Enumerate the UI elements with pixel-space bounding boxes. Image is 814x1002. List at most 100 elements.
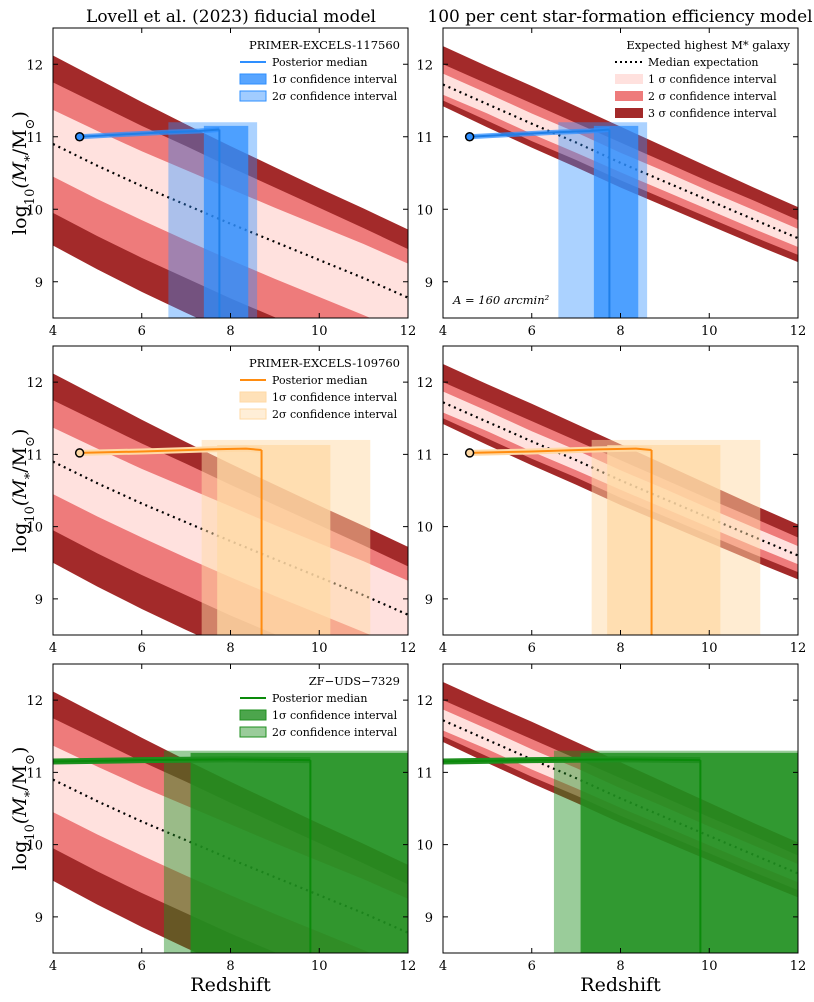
x-tick-label: 10 bbox=[311, 641, 328, 656]
legend: Expected highest M* galaxy Median expecta… bbox=[615, 38, 790, 120]
x-tick-label: 8 bbox=[226, 324, 234, 339]
y-tick-label: 10 bbox=[416, 521, 433, 536]
y-axis-label-part: ⊙ bbox=[23, 119, 38, 130]
legend: ZF−UDS−7329 Posterior median 1σ confidence… bbox=[239, 674, 400, 739]
y-tick-label: 9 bbox=[35, 911, 43, 926]
y-tick-label: 9 bbox=[35, 276, 43, 291]
x-tick-label: 10 bbox=[701, 959, 718, 974]
posterior-median-track bbox=[469, 447, 652, 454]
x-tick-label: 4 bbox=[49, 324, 57, 339]
legend-swatch-ci bbox=[239, 391, 267, 403]
x-tick-label: 10 bbox=[701, 324, 718, 339]
y-axis-label-part: 10 bbox=[23, 189, 38, 206]
legend-label: Posterior median bbox=[272, 374, 367, 387]
x-tick-label: 6 bbox=[138, 641, 146, 656]
y-tick-label: 11 bbox=[26, 766, 43, 781]
legend-swatch-ci bbox=[239, 73, 267, 85]
legend-swatch-ci bbox=[239, 726, 267, 738]
y-axis-label: log10(M*/M⊙) bbox=[9, 747, 38, 871]
y-axis-label-part: (M bbox=[9, 161, 31, 188]
posterior-median-track bbox=[53, 758, 311, 763]
x-tick-label: 6 bbox=[528, 324, 536, 339]
x-axis-label: Redshift bbox=[580, 974, 661, 996]
x-tick-label: 4 bbox=[439, 324, 447, 339]
posterior-median-track bbox=[79, 128, 220, 138]
panel-row2-left: 4 6 8 10 129101112log10(M*/M⊙)PRIMER-EXCELS-… bbox=[9, 345, 416, 656]
legend-swatch-band bbox=[615, 108, 643, 118]
y-tick-label: 11 bbox=[26, 131, 43, 146]
plot-area bbox=[53, 691, 408, 953]
posterior-1sigma-region bbox=[190, 752, 408, 953]
x-tick-label: 12 bbox=[400, 959, 417, 974]
x-tick-label: 4 bbox=[439, 641, 447, 656]
x-tick-label: 12 bbox=[790, 959, 807, 974]
x-tick-label: 8 bbox=[616, 959, 624, 974]
y-axis-label-part: * bbox=[23, 155, 38, 162]
area-annotation: A = 160 arcmin² bbox=[452, 293, 550, 307]
y-tick-label: 12 bbox=[416, 376, 433, 391]
y-axis-label-part: /M bbox=[9, 129, 31, 155]
y-tick-label: 10 bbox=[26, 521, 43, 536]
x-tick-label: 6 bbox=[528, 641, 536, 656]
start-marker bbox=[464, 448, 475, 458]
y-axis-label-part: /M bbox=[9, 765, 31, 791]
legend-label: 2σ confidence interval bbox=[272, 726, 398, 739]
legend-label: 1 σ confidence interval bbox=[648, 73, 777, 86]
y-tick-label: 10 bbox=[416, 839, 433, 854]
x-tick-label: 10 bbox=[311, 959, 328, 974]
x-tick-label: 6 bbox=[528, 959, 536, 974]
legend-title: PRIMER-EXCELS-109760 bbox=[249, 356, 400, 370]
legend-label: 2 σ confidence interval bbox=[648, 90, 777, 103]
y-tick-label: 11 bbox=[26, 448, 43, 463]
y-axis-label: log10(M*/M⊙) bbox=[9, 111, 38, 235]
legend-label: 1σ confidence interval bbox=[272, 709, 398, 722]
y-axis-label-part: 10 bbox=[23, 506, 38, 523]
y-tick-label: 12 bbox=[26, 58, 43, 73]
legend-label: 3 σ confidence interval bbox=[648, 107, 777, 120]
panel-row2-right: 4 6 8 10 12 9 10 11 12 bbox=[416, 345, 806, 656]
posterior-median-track bbox=[79, 447, 262, 454]
x-tick-label: 8 bbox=[616, 324, 624, 339]
start-marker bbox=[74, 448, 85, 458]
plot-area bbox=[443, 364, 798, 635]
x-tick-label: 4 bbox=[439, 959, 447, 974]
y-axis-label-part: * bbox=[23, 790, 38, 797]
y-tick-label: 12 bbox=[416, 58, 433, 73]
y-tick-label: 12 bbox=[416, 694, 433, 709]
legend-swatch-ci bbox=[239, 408, 267, 420]
y-tick-label: 9 bbox=[35, 593, 43, 608]
plot-area bbox=[443, 46, 798, 318]
y-tick-label: 9 bbox=[425, 276, 433, 291]
x-tick-label: 4 bbox=[49, 959, 57, 974]
x-tick-label: 8 bbox=[616, 641, 624, 656]
y-tick-label: 10 bbox=[26, 203, 43, 218]
legend-title: Expected highest M* galaxy bbox=[626, 38, 790, 52]
legend-swatch-ci bbox=[239, 709, 267, 721]
posterior-1sigma-region bbox=[217, 444, 331, 635]
legend-label: 2σ confidence interval bbox=[272, 90, 398, 103]
panel-row3-left: 4 6 8 10 129101112log10(M*/M⊙)RedshiftZF−UDS… bbox=[9, 663, 417, 996]
y-tick-label: 12 bbox=[26, 694, 43, 709]
plot-area bbox=[53, 373, 408, 635]
y-axis-label-part: (M bbox=[9, 479, 31, 506]
legend-swatch-band bbox=[615, 91, 643, 101]
y-axis-label: log10(M*/M⊙) bbox=[9, 429, 38, 553]
y-tick-label: 12 bbox=[26, 376, 43, 391]
legend-swatch-band bbox=[615, 74, 643, 84]
y-axis-label-part: ) bbox=[9, 111, 31, 118]
y-axis-label-part: log bbox=[9, 205, 31, 235]
posterior-1sigma-region bbox=[607, 444, 721, 635]
panels-group: 4 6 8 10 129101112log10(M*/M⊙)PRIMER-EXCELS-… bbox=[9, 27, 807, 996]
panel-row1-left: 4 6 8 10 129101112log10(M*/M⊙)PRIMER-EXCELS-… bbox=[9, 27, 416, 339]
y-axis-label-part: 10 bbox=[23, 824, 38, 841]
y-axis-label-part: * bbox=[23, 472, 38, 479]
y-tick-label: 10 bbox=[26, 839, 43, 854]
y-tick-label: 11 bbox=[416, 131, 433, 146]
y-tick-label: 11 bbox=[416, 766, 433, 781]
y-tick-label: 9 bbox=[425, 911, 433, 926]
legend: PRIMER-EXCELS-117560 Posterior median 1σ c… bbox=[239, 38, 400, 103]
x-axis-label: Redshift bbox=[190, 974, 271, 996]
legend-label: 1σ confidence interval bbox=[272, 73, 398, 86]
legend-label: Posterior median bbox=[272, 56, 367, 69]
